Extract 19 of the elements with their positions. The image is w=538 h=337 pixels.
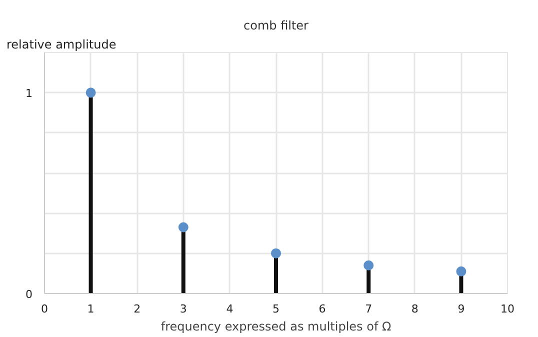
point [178, 222, 188, 232]
point [364, 260, 374, 270]
y-axis-title: relative amplitude [6, 38, 116, 52]
point [271, 248, 281, 258]
x-axis-title: frequency expressed as multiples of Ω [160, 320, 392, 334]
x-tick-label: 8 [411, 302, 418, 316]
x-tick-label: 2 [134, 302, 141, 316]
x-tick-label: 3 [180, 302, 187, 316]
point [456, 266, 466, 276]
point [86, 88, 96, 98]
x-tick-label: 6 [318, 302, 326, 316]
x-tick-label: 0 [41, 302, 48, 316]
x-tick-label: 9 [458, 302, 465, 316]
x-tick-label: 10 [500, 302, 514, 316]
x-tick-label: 4 [226, 302, 234, 316]
x-tick-label: 7 [365, 302, 372, 316]
chart-title: comb filter [244, 18, 309, 32]
x-tick-label: 5 [272, 302, 280, 316]
x-tick-label: 1 [87, 302, 94, 316]
